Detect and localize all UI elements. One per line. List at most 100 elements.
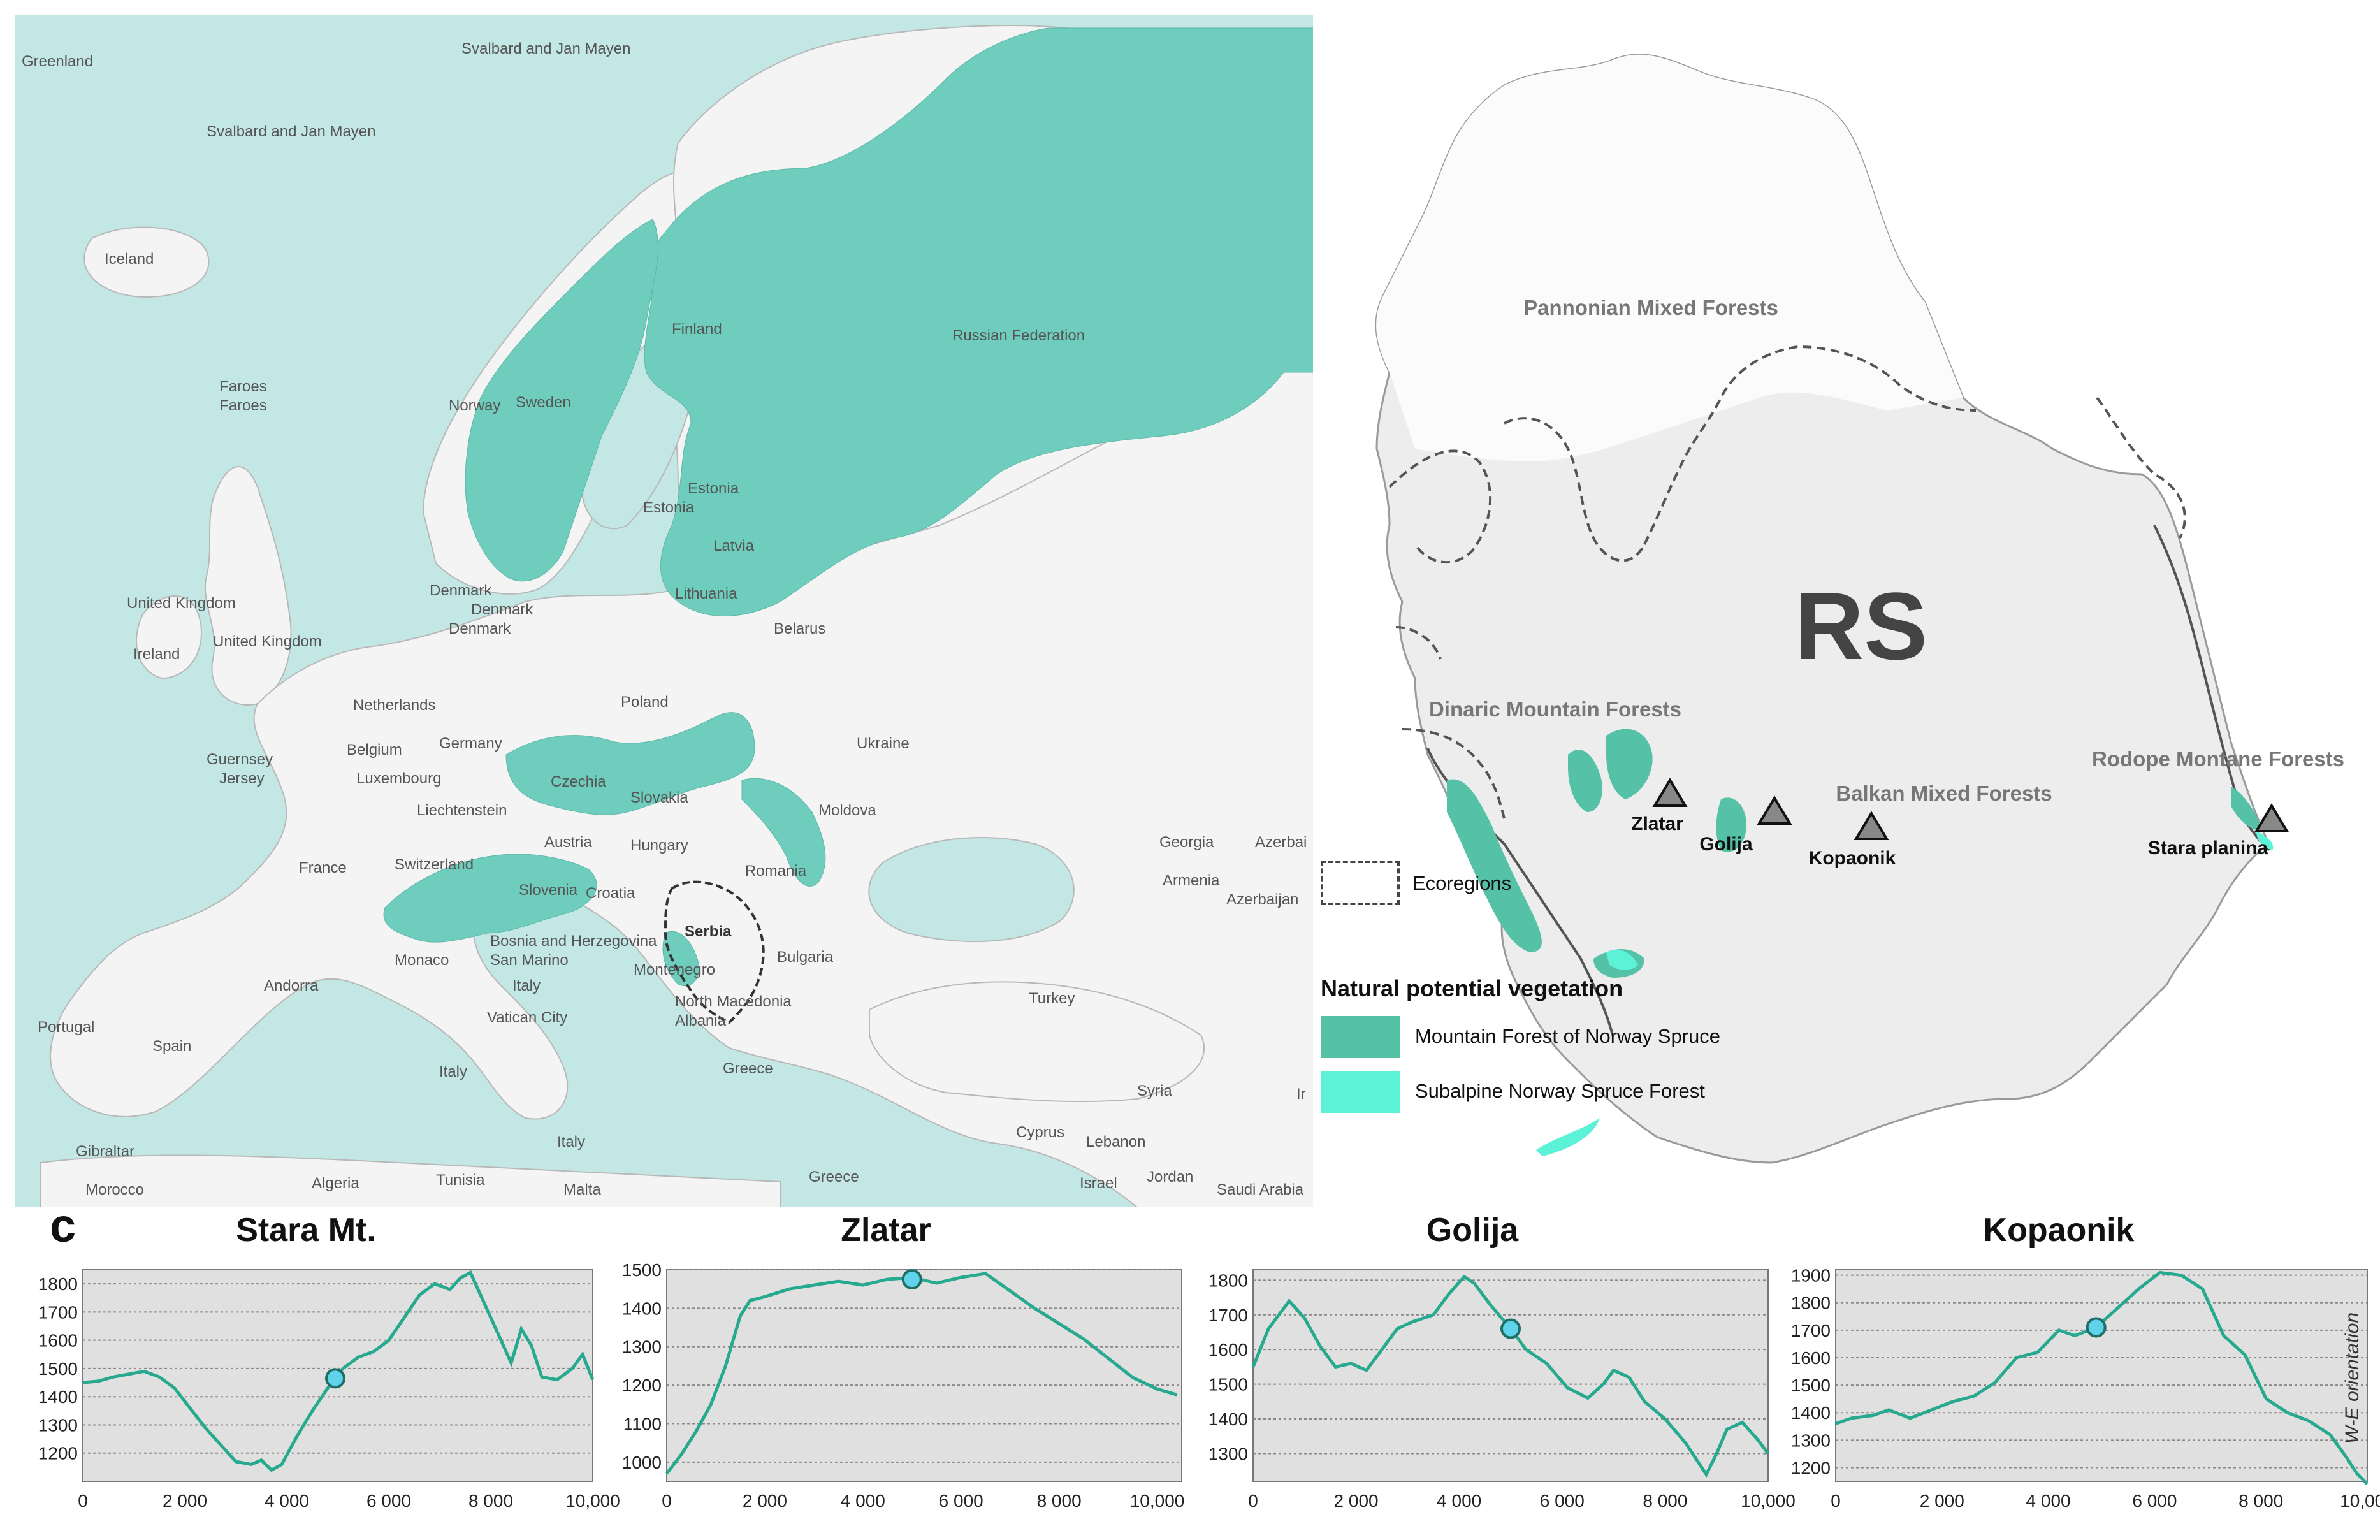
country-label-jordan: Jordan xyxy=(1147,1168,1193,1186)
country-label-svalbard1: Svalbard and Jan Mayen xyxy=(461,40,631,57)
x-tick-label: 6 000 xyxy=(2132,1491,2177,1511)
country-label-hungary: Hungary xyxy=(630,837,688,854)
spruce-fennoscandia xyxy=(644,27,1316,616)
country-label-denmark1: Denmark xyxy=(430,582,492,599)
country-label-slovakia: Slovakia xyxy=(630,789,688,806)
pannonian-area xyxy=(1376,54,1963,462)
x-tick-label: 8 000 xyxy=(2239,1491,2283,1511)
country-label-italy3: Italy xyxy=(557,1133,585,1151)
profile-chart-0: 1200 1300 1400 1500 1600 1700 1800 0 2 000 4 000 6… xyxy=(38,1269,620,1511)
marker-stara-icon xyxy=(2254,803,2289,832)
y-tick-label: 1400 xyxy=(1791,1403,1831,1423)
y-tick-label: 1300 xyxy=(1791,1430,1831,1450)
x-tick-label: 4 000 xyxy=(2026,1491,2071,1511)
subalpine-patches xyxy=(1536,831,2274,1156)
profile-title-zlatar: Zlatar xyxy=(841,1212,931,1249)
y-tick-label: 1500 xyxy=(1791,1376,1831,1395)
y-tick-label: 1500 xyxy=(622,1260,662,1280)
profile-title-stara: Stara Mt. xyxy=(236,1212,376,1249)
profile-title-kopaonik: Kopaonik xyxy=(1983,1212,2135,1249)
label-dinaric: Dinaric Mountain Forests xyxy=(1429,697,1681,721)
country-label-greenland: Greenland xyxy=(22,53,93,70)
country-label-greece2: Greece xyxy=(809,1168,859,1186)
y-tick-label: 1600 xyxy=(1791,1348,1831,1368)
y-tick-label: 1700 xyxy=(38,1302,78,1322)
x-tick-label: 2 000 xyxy=(1334,1491,1379,1511)
spruce-carpathians-poland xyxy=(505,712,755,815)
swatch-subalpine xyxy=(1321,1071,1400,1113)
site-zlatar: Zlatar xyxy=(1631,813,1683,834)
elevation-line xyxy=(82,1270,595,1472)
map-legend: Ecoregions Natural potential vegetation … xyxy=(1318,861,1764,1128)
marker-golija-icon xyxy=(1757,795,1792,825)
country-label-slovenia: Slovenia xyxy=(519,882,578,899)
country-label-azerbai: Azerbai xyxy=(1255,834,1307,851)
country-label-azerbaijan: Azerbaijan xyxy=(1226,891,1298,908)
profile-title-golija: Golija xyxy=(1426,1212,1519,1249)
x-tick-label: 6 000 xyxy=(366,1491,411,1511)
country-label-poland: Poland xyxy=(621,694,669,711)
x-tick-label: 4 000 xyxy=(1437,1491,1481,1511)
country-label-belgium: Belgium xyxy=(347,741,402,759)
africa-land xyxy=(40,1154,781,1207)
x-tick-label: 6 000 xyxy=(1540,1491,1585,1511)
y-tick-label: 1300 xyxy=(1208,1444,1248,1464)
site-kopaonik: Kopaonik xyxy=(1809,848,1896,869)
country-label-jersey: Jersey xyxy=(219,770,265,787)
x-tick-label: 4 000 xyxy=(841,1491,885,1511)
elevation-line xyxy=(1835,1270,2369,1486)
country-label-northmacedonia: North Macedonia xyxy=(675,993,792,1010)
country-label-czechia: Czechia xyxy=(551,773,606,790)
country-label-portugal: Portugal xyxy=(38,1019,94,1036)
y-tick-label: 1200 xyxy=(38,1444,78,1464)
country-label-norway: Norway xyxy=(449,397,500,414)
ecoregion-label: Ecoregions xyxy=(1412,872,1512,894)
spruce-balkans xyxy=(662,931,700,987)
profile-chart-2: 1300 1400 1500 1600 1700 1800 0 2 000 4 000 6 000… xyxy=(1208,1269,1796,1511)
marker-kopaonik-icon xyxy=(1854,811,1889,840)
country-label-sanmarino: San Marino xyxy=(490,952,569,969)
site-stara: Stara planina xyxy=(2148,838,2268,859)
ireland-land xyxy=(136,595,202,679)
iceland-land xyxy=(83,226,210,298)
country-label-cyprus: Cyprus xyxy=(1016,1124,1064,1141)
y-tick-label: 1500 xyxy=(38,1359,78,1379)
y-tick-label: 1400 xyxy=(38,1387,78,1407)
swatch-mountain xyxy=(1321,1016,1400,1058)
y-tick-label: 1800 xyxy=(1208,1270,1248,1290)
y-tick-label: 1600 xyxy=(1208,1340,1248,1360)
y-tick-label: 1800 xyxy=(38,1274,78,1294)
country-label-monaco: Monaco xyxy=(395,952,449,969)
country-label-serbia: Serbia xyxy=(685,923,732,940)
y-tick-label: 1700 xyxy=(1791,1321,1831,1340)
country-label-ireland: Ireland xyxy=(133,646,180,663)
legend-title: Natural potential vegetation xyxy=(1321,975,1623,1001)
country-label-austria: Austria xyxy=(544,834,592,851)
x-tick-label: 0 xyxy=(78,1491,88,1511)
turkey-land xyxy=(869,981,1205,1103)
country-label-greece1: Greece xyxy=(723,1060,773,1077)
country-label-bulgaria: Bulgaria xyxy=(777,948,834,966)
x-tick-label: 4 000 xyxy=(265,1491,309,1511)
country-label-algeria: Algeria xyxy=(312,1175,359,1192)
y-tick-label: 1300 xyxy=(38,1415,78,1435)
label-balkan: Balkan Mixed Forests xyxy=(1836,781,2052,805)
ecoregion-boundaries xyxy=(1388,345,2186,819)
country-label-liechtenstein: Liechtenstein xyxy=(417,802,507,819)
y-tick-label: 1800 xyxy=(1791,1293,1831,1313)
serbia-outline xyxy=(664,880,765,1024)
site-marker xyxy=(901,1269,922,1290)
y-tick-label: 1200 xyxy=(1791,1458,1831,1478)
black-sea xyxy=(868,837,1075,943)
country-code-rs: RS xyxy=(1795,572,1927,679)
panel-letter-c: c xyxy=(50,1199,76,1252)
profile-chart-1: 1000 1100 1200 1300 1400 1500 0 2 000 4 000 6 000… xyxy=(622,1260,1185,1511)
country-label-georgia: Georgia xyxy=(1159,834,1214,851)
country-label-belarus: Belarus xyxy=(774,620,825,637)
label-rodope: Rodope Montane Forests xyxy=(2092,747,2344,771)
y-tick-label: 1400 xyxy=(1208,1409,1248,1429)
country-label-denmark2: Denmark xyxy=(471,601,533,618)
country-label-spain: Spain xyxy=(152,1038,191,1055)
country-label-andorra: Andorra xyxy=(264,977,319,994)
country-label-saudi: Saudi Arabia xyxy=(1217,1181,1304,1198)
